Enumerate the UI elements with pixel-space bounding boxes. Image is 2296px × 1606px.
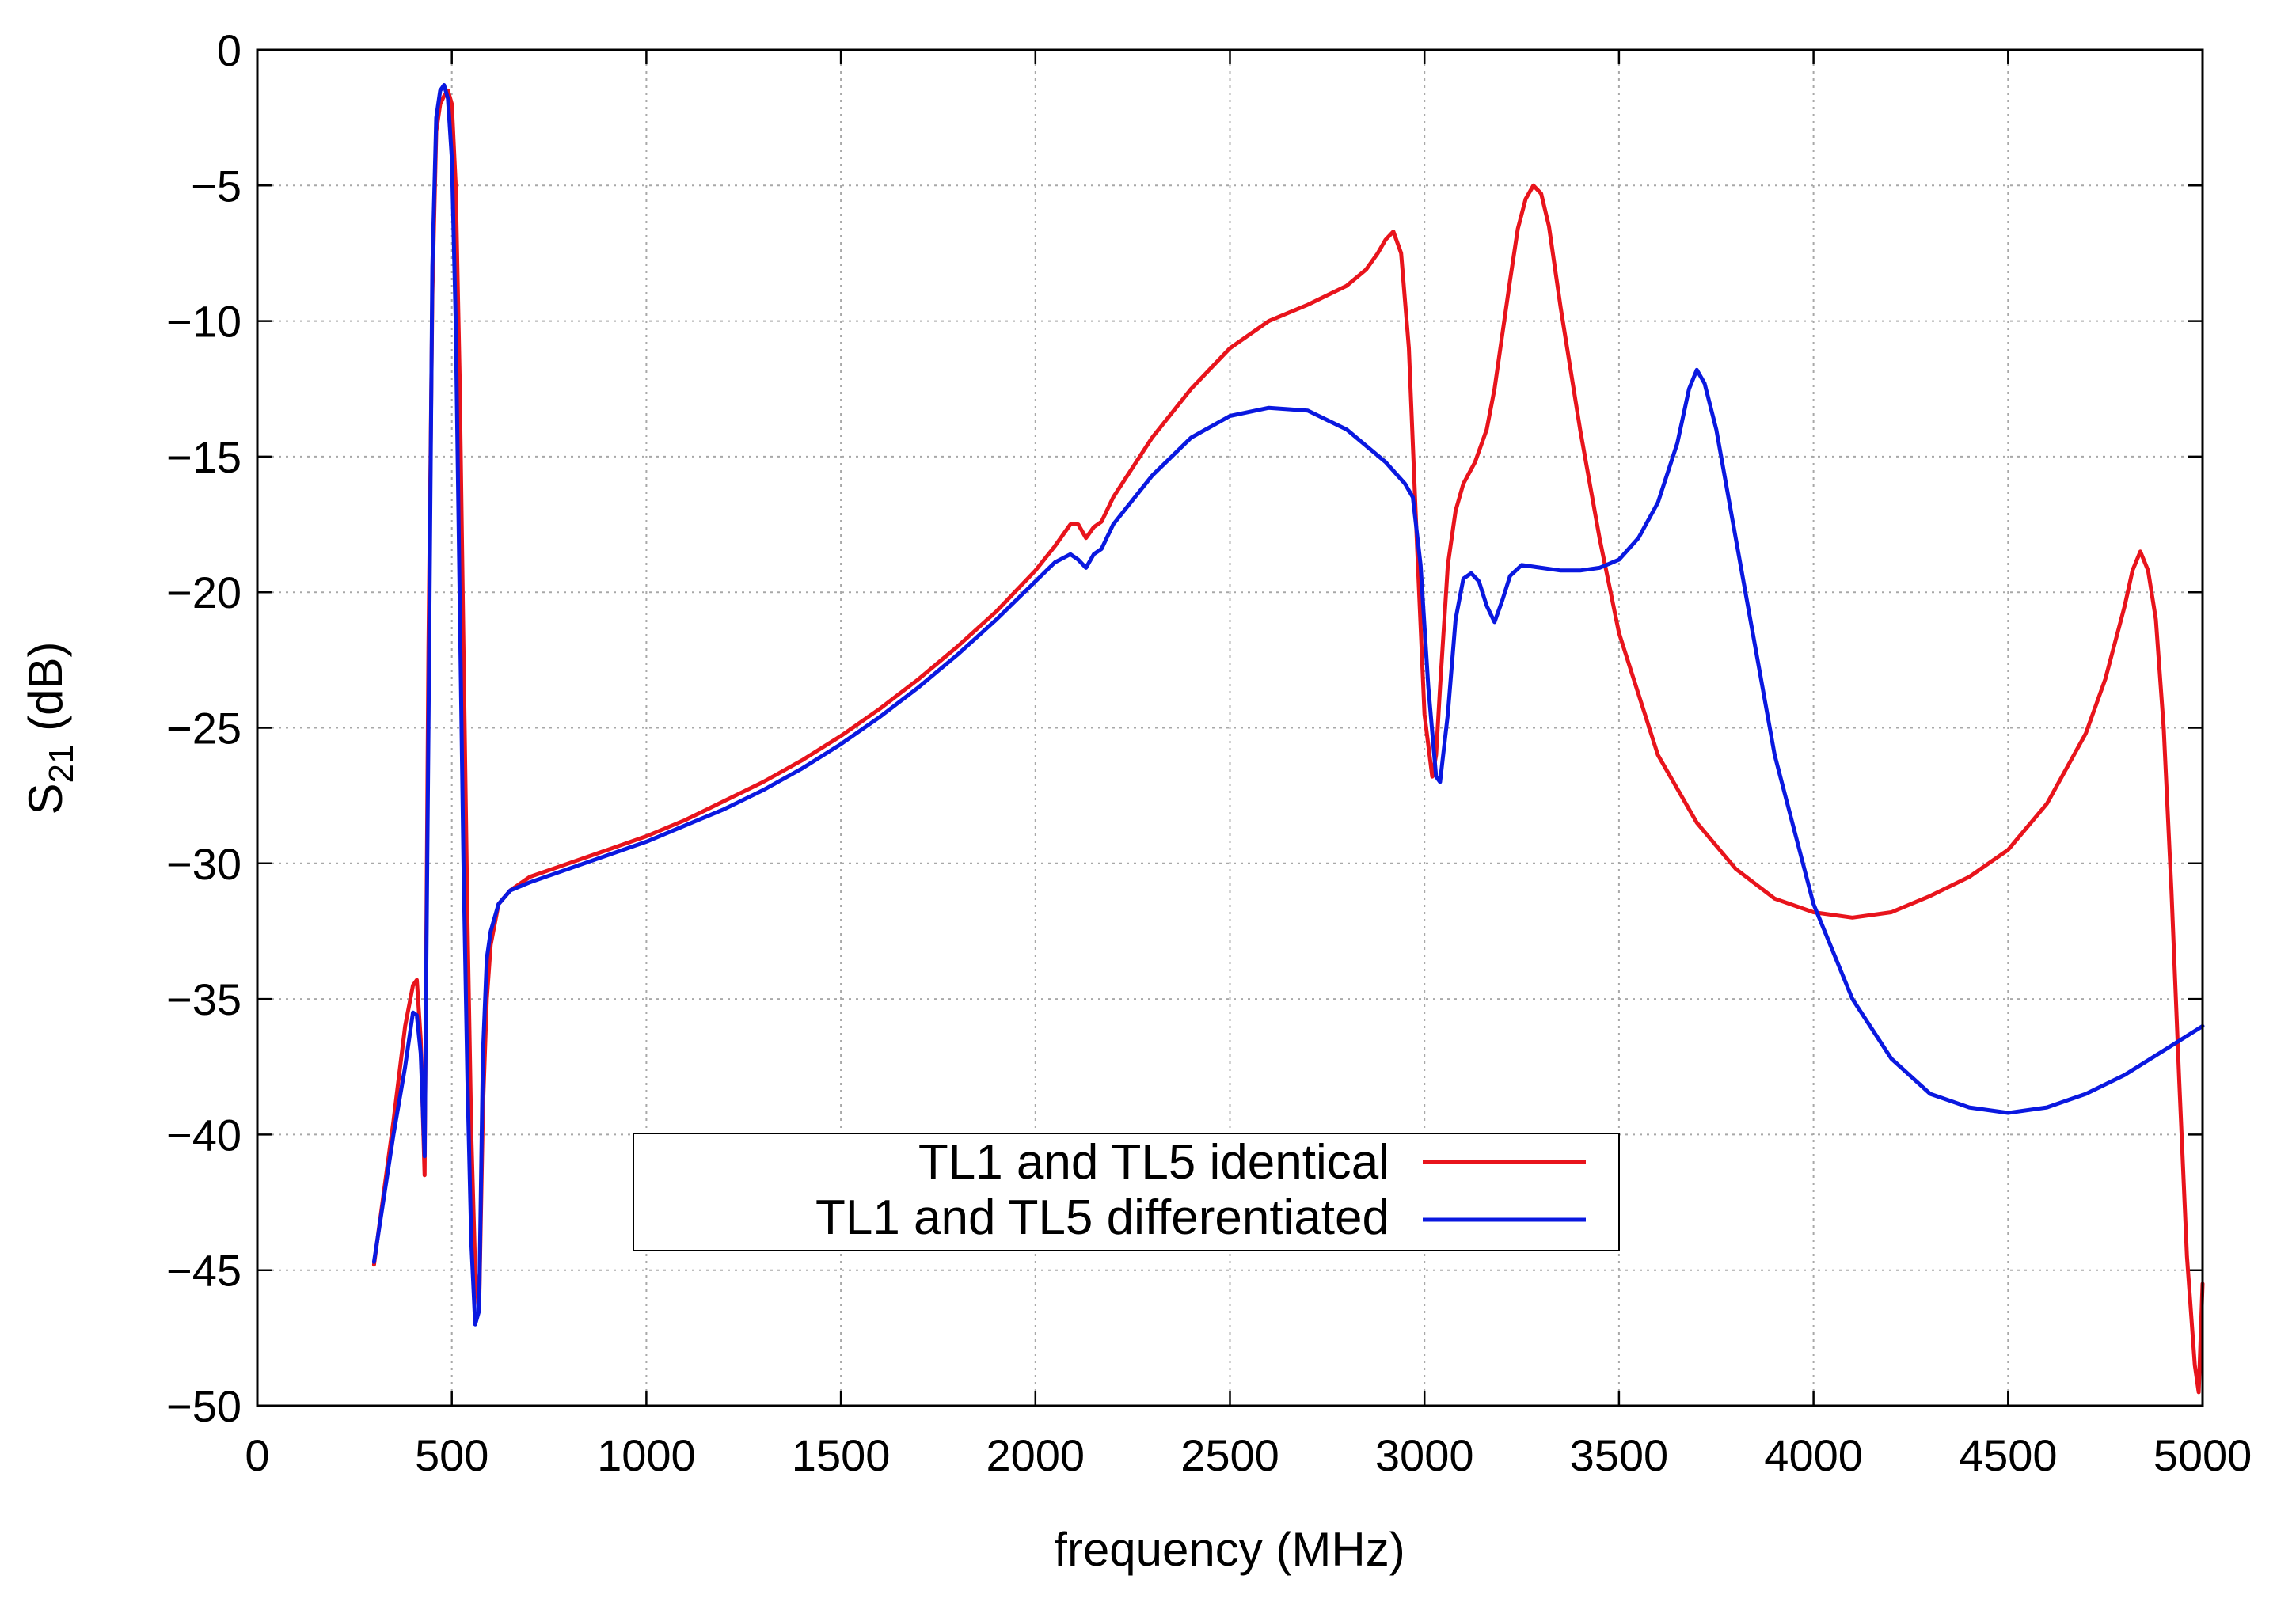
data-series	[371, 83, 2205, 1395]
y-tick-label: 0	[217, 25, 241, 75]
x-tick-label: 4000	[1764, 1430, 1863, 1480]
y-tick-label: −45	[166, 1246, 241, 1296]
x-axis-title: frequency (MHz)	[1054, 1523, 1405, 1576]
series-line-identical	[371, 88, 2205, 1395]
y-tick-label: −30	[166, 839, 241, 889]
x-tick-label: 500	[415, 1430, 488, 1480]
y-axis-title-subscript: 21	[42, 745, 81, 784]
y-axis-title-unit: (dB)	[19, 641, 72, 744]
x-tick-label: 1000	[597, 1430, 696, 1480]
x-tick-label: 0	[245, 1430, 269, 1480]
x-tick-label: 4500	[1959, 1430, 2058, 1480]
y-tick-label: −10	[166, 297, 241, 347]
x-tick-label: 2500	[1180, 1430, 1279, 1480]
legend-box	[633, 1133, 1620, 1251]
x-tick-label: 3500	[1570, 1430, 1669, 1480]
legend: TL1 and TL5 identical TL1 and TL5 differ…	[633, 1133, 1620, 1251]
legend-label-identical: TL1 and TL5 identical	[918, 1135, 1389, 1190]
plot-frame	[256, 48, 2204, 1407]
y-axis-title: S21 (dB)	[19, 641, 81, 814]
y-tick-label: −5	[191, 161, 241, 211]
y-tick-label: −20	[166, 568, 241, 617]
y-tick-label: −25	[166, 704, 241, 754]
x-tick-labels: 0 500 1000 1500 2000 2500 3000 3500 4000 4500 5000	[245, 1430, 2252, 1480]
y-axis-title-main: S	[19, 783, 72, 814]
legend-label-differentiated: TL1 and TL5 differentiated	[815, 1190, 1389, 1245]
y-tick-label: −15	[166, 432, 241, 482]
x-tick-label: 1500	[792, 1430, 891, 1480]
y-tick-labels: 0 −5 −10 −15 −20 −25 −30 −35 −40 −45 −50	[166, 25, 241, 1431]
series-line-differentiated	[371, 83, 2205, 1327]
x-tick-label: 2000	[986, 1430, 1085, 1480]
y-tick-label: −35	[166, 974, 241, 1024]
x-tick-label: 5000	[2153, 1430, 2252, 1480]
y-tick-label: −50	[166, 1381, 241, 1431]
x-tick-label: 3000	[1375, 1430, 1474, 1480]
y-tick-label: −40	[166, 1110, 241, 1160]
